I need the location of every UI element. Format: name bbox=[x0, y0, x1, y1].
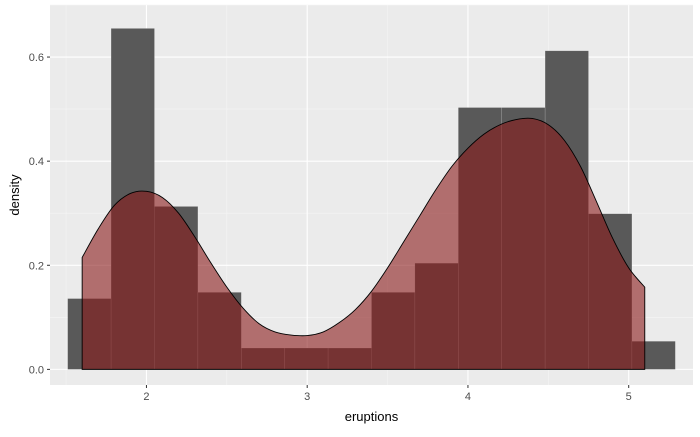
y-tick-label: 0.6 bbox=[29, 52, 44, 64]
x-tick-label: 2 bbox=[143, 391, 149, 403]
density-layer bbox=[81, 117, 646, 370]
y-tick-label: 0.4 bbox=[29, 156, 44, 168]
x-axis-title: eruptions bbox=[345, 409, 399, 424]
x-tick-label: 4 bbox=[465, 391, 471, 403]
y-tick-label: 0.2 bbox=[29, 260, 44, 272]
x-axis-ticks: 2 3 4 5 bbox=[143, 385, 632, 403]
y-axis-ticks: 0.0 0.2 0.4 0.6 bbox=[29, 52, 50, 376]
x-tick-label: 3 bbox=[304, 391, 310, 403]
y-tick-label: 0.0 bbox=[29, 364, 44, 376]
y-axis-title: density bbox=[7, 174, 22, 216]
x-tick-label: 5 bbox=[626, 391, 632, 403]
density-area bbox=[81, 117, 646, 370]
